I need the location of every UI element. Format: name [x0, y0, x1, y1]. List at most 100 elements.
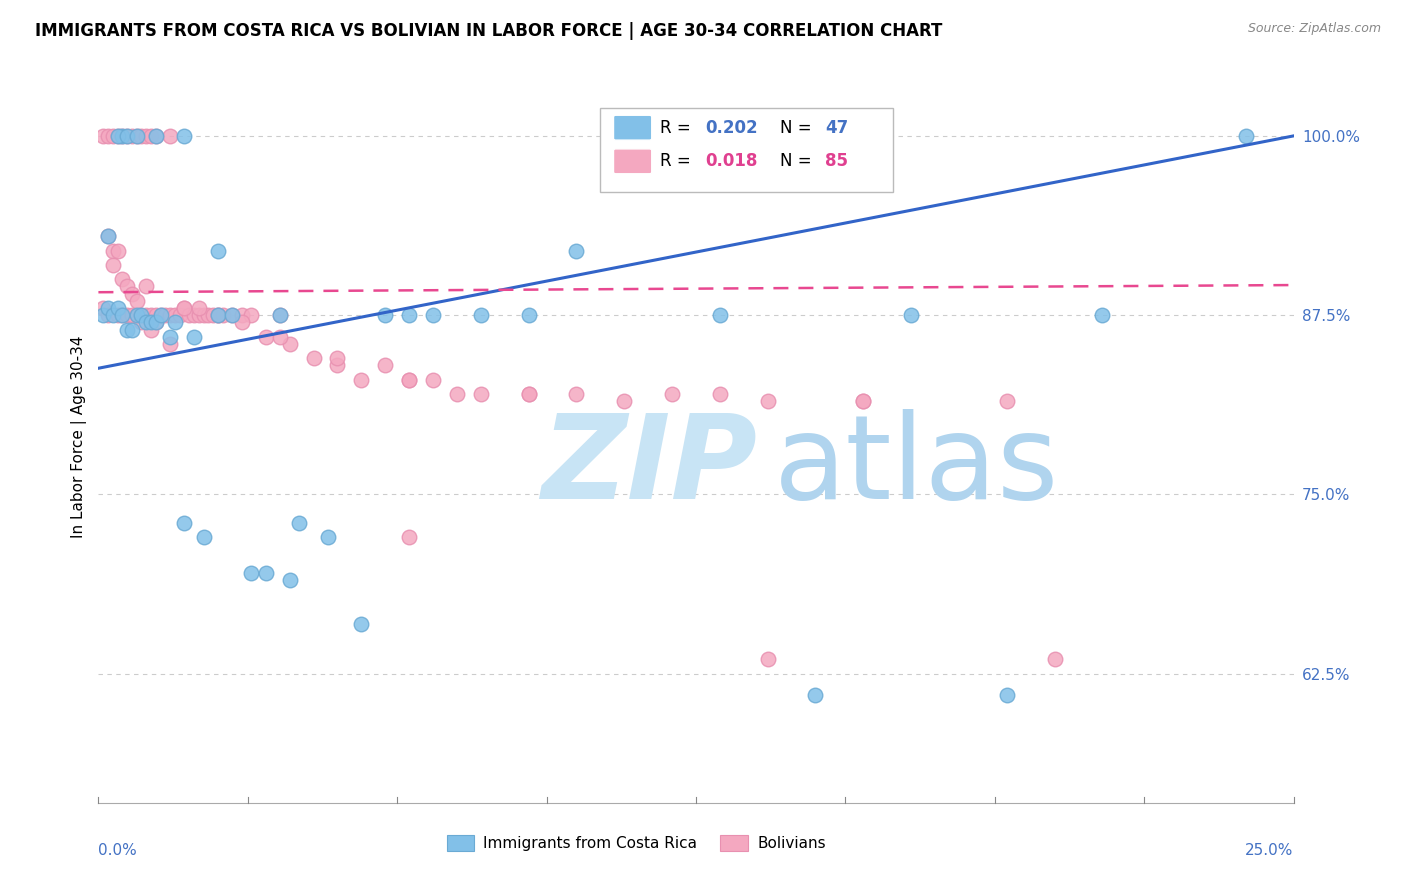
Point [709, 387, 731, 401]
Point [709, 308, 731, 322]
Point [231, 315, 253, 329]
Point [661, 387, 683, 401]
Point [163, 315, 186, 329]
Point [173, 516, 195, 530]
Point [221, 308, 243, 322]
Point [269, 329, 291, 343]
Point [398, 308, 420, 322]
Point [183, 308, 205, 322]
Point [115, 308, 138, 322]
Point [240, 308, 263, 322]
Point [115, 128, 138, 143]
Point [139, 128, 162, 143]
Point [111, 128, 134, 143]
Point [756, 652, 779, 666]
Point [107, 308, 129, 322]
Point [231, 308, 253, 322]
Point [125, 293, 148, 308]
FancyBboxPatch shape [613, 115, 652, 140]
Point [97, 128, 120, 143]
Point [221, 308, 243, 322]
Point [135, 308, 157, 322]
Point [350, 616, 373, 631]
Point [121, 322, 143, 336]
Point [111, 308, 134, 322]
Point [852, 394, 875, 409]
Point [804, 688, 827, 702]
Point [107, 301, 129, 315]
Text: 0.202: 0.202 [706, 119, 758, 136]
Point [115, 279, 138, 293]
Text: atlas: atlas [773, 409, 1059, 524]
Point [207, 308, 229, 322]
Point [111, 308, 134, 322]
Text: 47: 47 [825, 119, 848, 136]
Point [135, 128, 157, 143]
FancyBboxPatch shape [600, 108, 893, 192]
Point [278, 336, 301, 351]
Point [374, 308, 396, 322]
Point [121, 286, 143, 301]
Point [187, 308, 209, 322]
Point [470, 387, 492, 401]
Point [193, 531, 215, 545]
Point [125, 308, 148, 322]
Point [121, 308, 143, 322]
Point [155, 308, 177, 322]
Point [326, 359, 349, 373]
Y-axis label: In Labor Force | Age 30-34: In Labor Force | Age 30-34 [72, 335, 87, 539]
Point [139, 315, 162, 329]
Point [145, 315, 167, 329]
Point [173, 301, 195, 315]
Point [240, 566, 263, 581]
Text: Source: ZipAtlas.com: Source: ZipAtlas.com [1247, 22, 1381, 36]
Point [565, 244, 588, 258]
Point [517, 308, 540, 322]
Point [254, 329, 277, 343]
Point [149, 308, 172, 322]
Point [163, 308, 186, 322]
Point [125, 128, 148, 143]
Point [374, 359, 396, 373]
Point [131, 308, 153, 322]
Point [398, 373, 420, 387]
Point [131, 308, 153, 322]
Point [135, 315, 157, 329]
Point [131, 128, 153, 143]
Point [107, 128, 129, 143]
Point [1091, 308, 1114, 322]
Point [107, 128, 129, 143]
Point [159, 128, 181, 143]
Point [139, 322, 162, 336]
Point [398, 531, 420, 545]
Point [900, 308, 922, 322]
Point [169, 308, 191, 322]
Point [187, 301, 209, 315]
Point [121, 128, 143, 143]
Point [101, 128, 124, 143]
Point [101, 258, 124, 272]
Text: 85: 85 [825, 153, 848, 170]
Point [101, 308, 124, 322]
Point [145, 128, 167, 143]
Point [254, 566, 277, 581]
Point [288, 516, 311, 530]
Point [97, 229, 120, 244]
Point [350, 373, 373, 387]
Point [202, 308, 225, 322]
Point [565, 387, 588, 401]
Point [756, 394, 779, 409]
Point [470, 308, 492, 322]
Text: R =: R = [661, 119, 696, 136]
Point [101, 244, 124, 258]
Point [91, 128, 114, 143]
Point [852, 394, 875, 409]
Text: 0.0%: 0.0% [98, 843, 138, 858]
Point [97, 301, 120, 315]
Point [517, 387, 540, 401]
Point [145, 315, 167, 329]
Point [91, 308, 114, 322]
Point [115, 322, 138, 336]
Point [398, 373, 420, 387]
Point [91, 301, 114, 315]
